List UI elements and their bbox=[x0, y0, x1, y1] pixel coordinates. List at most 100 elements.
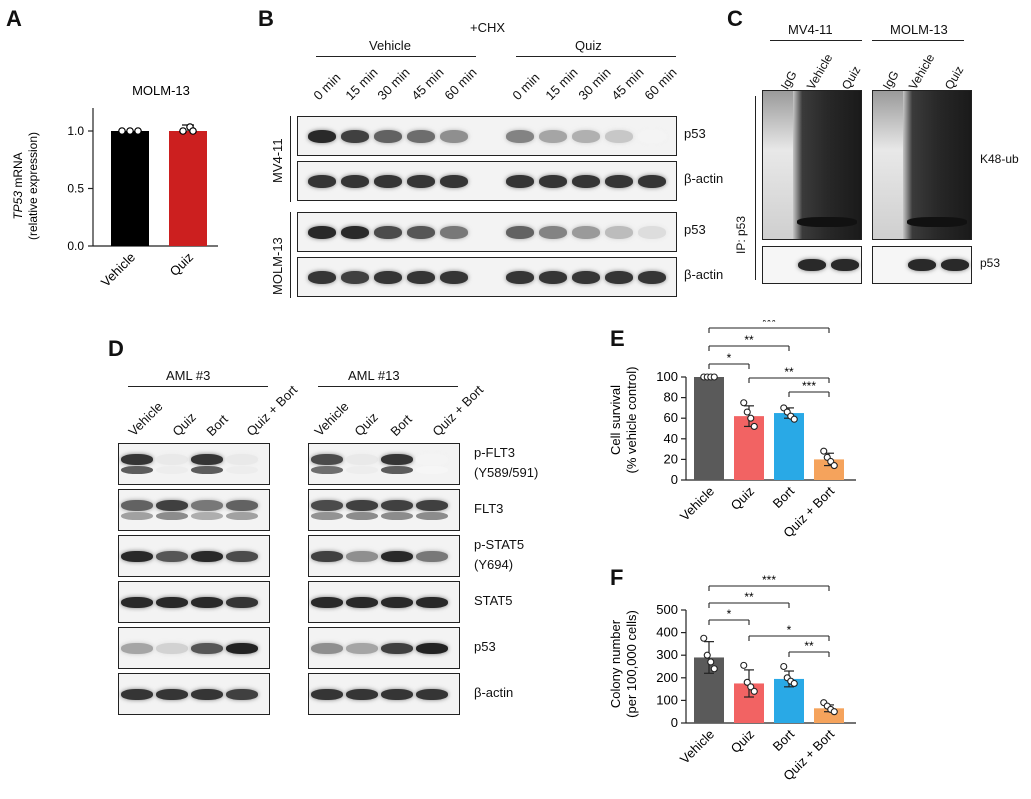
panelF-ytick: 300 bbox=[656, 647, 678, 662]
band bbox=[191, 499, 223, 511]
panelF-ytick: 100 bbox=[656, 692, 678, 707]
b-blot-2 bbox=[297, 212, 677, 252]
b-protein-label: β-actin bbox=[684, 267, 724, 282]
k48-label: K48-ub bbox=[980, 152, 1019, 166]
band bbox=[538, 129, 568, 143]
time-label: 45 min bbox=[608, 64, 647, 103]
d-blot-aml13-0 bbox=[308, 443, 460, 485]
time-label: 0 min bbox=[509, 69, 543, 103]
band bbox=[637, 174, 667, 188]
a-ytick: 0.5 bbox=[67, 182, 84, 196]
band bbox=[311, 499, 343, 511]
d-aml13-label: AML #13 bbox=[348, 368, 400, 383]
time-label: 30 min bbox=[374, 64, 413, 103]
panelE-ytick: 20 bbox=[664, 451, 678, 466]
panel-label-d: D bbox=[108, 336, 124, 361]
band bbox=[121, 550, 153, 562]
panel-e-chart: Cell survival (% vehicle control) 0 20 40 6… bbox=[608, 320, 856, 540]
c-igg-lane bbox=[873, 91, 903, 239]
c-k48-mv411 bbox=[762, 90, 862, 240]
c-lane-label: Vehicle bbox=[905, 51, 938, 92]
panelE-sig: * bbox=[727, 351, 732, 365]
d-lane-label: Quiz bbox=[351, 409, 381, 439]
band bbox=[156, 453, 188, 465]
band bbox=[416, 688, 448, 700]
e-ylabel2: (% vehicle control) bbox=[624, 367, 639, 474]
band-lower bbox=[226, 511, 258, 520]
panel-label-c: C bbox=[727, 6, 743, 31]
band bbox=[538, 270, 568, 284]
band bbox=[307, 174, 337, 188]
band bbox=[307, 129, 337, 143]
panelE-sig: ** bbox=[744, 333, 754, 347]
panelE-point bbox=[740, 399, 748, 407]
band-lower bbox=[156, 511, 188, 520]
band bbox=[505, 174, 535, 188]
panelE-sig: ** bbox=[784, 365, 794, 379]
band bbox=[340, 129, 370, 143]
band bbox=[307, 270, 337, 284]
band bbox=[439, 270, 469, 284]
e-ylabel: Cell survival bbox=[608, 385, 623, 455]
band bbox=[941, 259, 969, 271]
panelE-point bbox=[820, 447, 828, 455]
band-lower bbox=[346, 465, 378, 474]
d-lane-label: Vehicle bbox=[125, 398, 166, 439]
panelF-point bbox=[710, 665, 718, 673]
d-lane-label: Quiz + Bort bbox=[243, 382, 301, 439]
band bbox=[381, 688, 413, 700]
b-protein-label: p53 bbox=[684, 126, 706, 141]
a-point bbox=[126, 127, 134, 135]
band bbox=[373, 129, 403, 143]
band bbox=[505, 270, 535, 284]
c-heavy-band bbox=[797, 217, 857, 227]
panelE-point bbox=[830, 462, 838, 470]
f-ylabel: Colony number bbox=[608, 619, 623, 708]
band bbox=[637, 225, 667, 239]
band bbox=[416, 642, 448, 654]
panelE-ytick: 60 bbox=[664, 410, 678, 425]
panelE-point bbox=[790, 415, 798, 423]
band bbox=[340, 174, 370, 188]
panelF-point bbox=[750, 687, 758, 695]
time-label: 60 min bbox=[641, 64, 680, 103]
band bbox=[121, 596, 153, 608]
band bbox=[311, 550, 343, 562]
a-xtick-vehicle: Vehicle bbox=[98, 250, 138, 290]
band bbox=[156, 642, 188, 654]
band bbox=[191, 550, 223, 562]
band bbox=[346, 688, 378, 700]
panel-label-e: E bbox=[610, 326, 625, 351]
d-blot-aml13-4 bbox=[308, 627, 460, 669]
b-blot-0 bbox=[297, 116, 677, 156]
band bbox=[637, 270, 667, 284]
d-blot-aml13-2 bbox=[308, 535, 460, 577]
band bbox=[311, 688, 343, 700]
d-blot-aml3-4 bbox=[118, 627, 270, 669]
panelF-point bbox=[790, 679, 798, 687]
c-molm13-label: MOLM-13 bbox=[890, 22, 948, 37]
panelE-point bbox=[747, 414, 755, 422]
band-lower bbox=[311, 465, 343, 474]
panelF-sig: *** bbox=[762, 573, 776, 587]
b-blot-1 bbox=[297, 161, 677, 201]
panelF-point bbox=[700, 634, 708, 642]
d-protein-label: β-actin bbox=[474, 685, 514, 700]
band bbox=[406, 270, 436, 284]
d-blot-aml13-1 bbox=[308, 489, 460, 531]
d-lane-label: Quiz bbox=[169, 409, 199, 439]
band bbox=[373, 270, 403, 284]
c-p53-molm13 bbox=[872, 246, 972, 284]
band bbox=[226, 550, 258, 562]
band bbox=[571, 270, 601, 284]
panelF-point bbox=[747, 683, 755, 691]
band-lower bbox=[346, 511, 378, 520]
band bbox=[538, 225, 568, 239]
panelE-bar-0 bbox=[694, 377, 724, 480]
band-lower bbox=[381, 465, 413, 474]
band bbox=[439, 225, 469, 239]
band-lower bbox=[416, 465, 448, 474]
a-ytick: 0.0 bbox=[67, 239, 84, 253]
a-bar-vehicle bbox=[111, 131, 149, 246]
band bbox=[226, 596, 258, 608]
